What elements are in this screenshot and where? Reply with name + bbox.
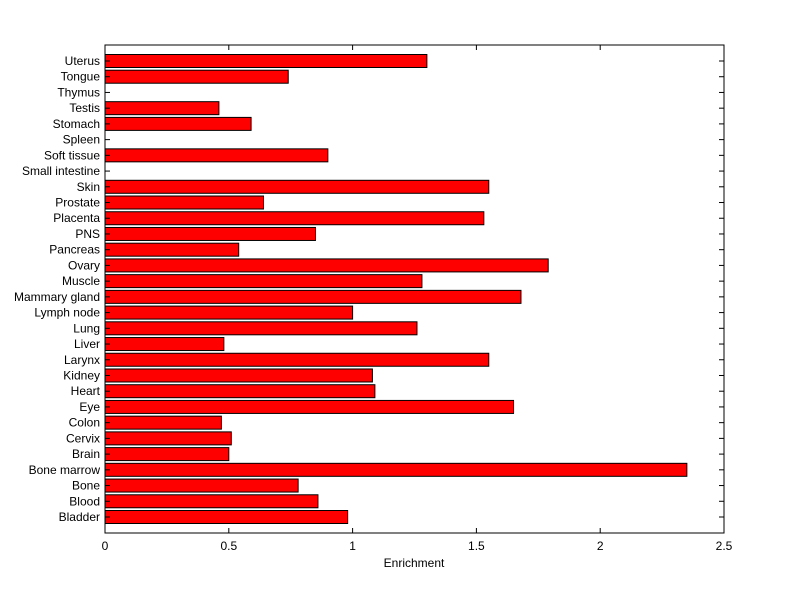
x-axis-label: Enrichment bbox=[384, 556, 445, 570]
y-tick-label: Liver bbox=[74, 337, 100, 351]
y-tick-label: Pancreas bbox=[49, 243, 100, 257]
bar-heart bbox=[104, 384, 376, 399]
y-tick-label: Lung bbox=[73, 321, 100, 335]
bar-bone bbox=[104, 478, 299, 493]
y-tick-label: Thymus bbox=[57, 85, 100, 99]
y-tick-label: Bone marrow bbox=[29, 463, 101, 477]
y-tick-label: Small intestine bbox=[22, 164, 100, 178]
y-tick-label: Spleen bbox=[63, 133, 100, 147]
y-tick-label: Cervix bbox=[66, 431, 100, 445]
y-tick-label: Stomach bbox=[53, 117, 100, 131]
y-tick-label: Eye bbox=[79, 400, 100, 414]
bar-liver bbox=[104, 337, 225, 352]
y-tick-label: Lymph node bbox=[34, 306, 100, 320]
bar-lung bbox=[104, 321, 418, 336]
x-tick-label: 0 bbox=[102, 539, 109, 553]
bar-bladder bbox=[104, 510, 349, 524]
bar-eye bbox=[104, 399, 515, 414]
bar-lymph-node bbox=[104, 305, 354, 320]
y-tick-label: Placenta bbox=[53, 211, 100, 225]
y-tick-label: Bladder bbox=[59, 510, 100, 524]
bar-pns bbox=[104, 226, 316, 241]
bar-prostate bbox=[104, 195, 264, 210]
bar-colon bbox=[104, 415, 222, 430]
y-tick-label: Soft tissue bbox=[44, 148, 100, 162]
bar-cervix bbox=[104, 431, 232, 446]
y-tick-label: Blood bbox=[69, 494, 100, 508]
x-tick-label: 1.5 bbox=[468, 539, 485, 553]
bar-larynx bbox=[104, 352, 490, 367]
x-tick-label: 2 bbox=[597, 539, 604, 553]
y-tick-label: Bone bbox=[72, 479, 100, 493]
plot-frame bbox=[104, 44, 725, 534]
bar-uterus bbox=[104, 54, 428, 68]
bar-testis bbox=[104, 101, 220, 116]
y-tick-label: Tongue bbox=[61, 70, 101, 84]
bar-pancreas bbox=[104, 242, 240, 257]
y-tick-label: Kidney bbox=[63, 368, 100, 382]
y-tick-label: Brain bbox=[72, 447, 100, 461]
y-tick-label: Uterus bbox=[65, 54, 100, 68]
x-tick-label: 2.5 bbox=[716, 539, 733, 553]
bar-tongue bbox=[104, 69, 289, 84]
y-tick-label: Larynx bbox=[64, 353, 100, 367]
y-tick-label: Colon bbox=[69, 416, 100, 430]
bar-blood bbox=[104, 494, 319, 509]
bar-ovary bbox=[104, 258, 549, 273]
bar-bone-marrow bbox=[104, 462, 688, 477]
x-tick-label: 0.5 bbox=[220, 539, 237, 553]
y-tick-label: Mammary gland bbox=[14, 290, 100, 304]
y-tick-label: Muscle bbox=[62, 274, 100, 288]
bar-mammary-gland bbox=[104, 289, 522, 304]
bar-skin bbox=[104, 179, 490, 194]
bar-placenta bbox=[104, 211, 485, 226]
bar-brain bbox=[104, 447, 230, 462]
y-tick-label: Prostate bbox=[55, 196, 100, 210]
bar-soft-tissue bbox=[104, 148, 329, 163]
bar-kidney bbox=[104, 368, 373, 383]
y-tick-label: PNS bbox=[75, 227, 100, 241]
y-tick-label: Testis bbox=[69, 101, 100, 115]
y-tick-label: Skin bbox=[77, 180, 100, 194]
bar-stomach bbox=[104, 116, 252, 131]
y-tick-label: Heart bbox=[71, 384, 101, 398]
bar-muscle bbox=[104, 274, 423, 289]
y-tick-label: Ovary bbox=[68, 258, 100, 272]
x-tick-label: 1 bbox=[349, 539, 356, 553]
